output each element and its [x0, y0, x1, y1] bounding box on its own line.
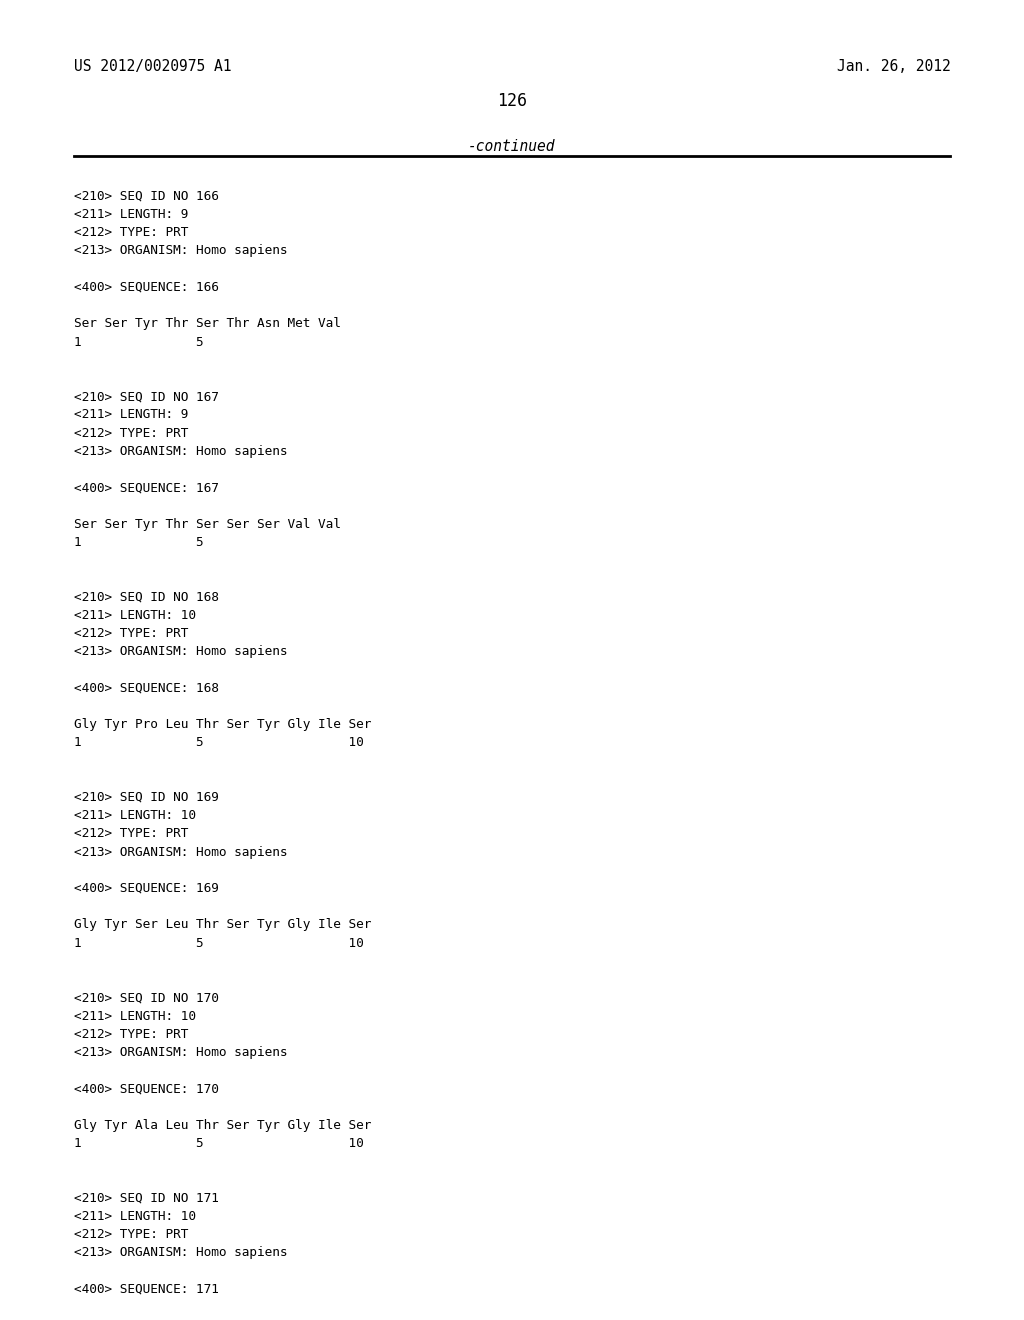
- Text: <213> ORGANISM: Homo sapiens: <213> ORGANISM: Homo sapiens: [74, 445, 287, 458]
- Text: <400> SEQUENCE: 167: <400> SEQUENCE: 167: [74, 482, 218, 494]
- Text: 1               5: 1 5: [74, 536, 204, 549]
- Text: <211> LENGTH: 10: <211> LENGTH: 10: [74, 1010, 196, 1023]
- Text: <210> SEQ ID NO 166: <210> SEQ ID NO 166: [74, 190, 218, 203]
- Text: <211> LENGTH: 9: <211> LENGTH: 9: [74, 408, 188, 421]
- Text: 1               5                   10: 1 5 10: [74, 737, 364, 750]
- Text: <400> SEQUENCE: 168: <400> SEQUENCE: 168: [74, 681, 218, 694]
- Text: 1               5                   10: 1 5 10: [74, 1137, 364, 1150]
- Text: 1               5: 1 5: [74, 335, 204, 348]
- Text: <212> TYPE: PRT: <212> TYPE: PRT: [74, 226, 188, 239]
- Text: <212> TYPE: PRT: <212> TYPE: PRT: [74, 1028, 188, 1040]
- Text: <211> LENGTH: 10: <211> LENGTH: 10: [74, 609, 196, 622]
- Text: <211> LENGTH: 10: <211> LENGTH: 10: [74, 1210, 196, 1222]
- Text: -continued: -continued: [468, 139, 556, 153]
- Text: <213> ORGANISM: Homo sapiens: <213> ORGANISM: Homo sapiens: [74, 1045, 287, 1059]
- Text: <400> SEQUENCE: 169: <400> SEQUENCE: 169: [74, 882, 218, 895]
- Text: <211> LENGTH: 9: <211> LENGTH: 9: [74, 209, 188, 220]
- Text: <212> TYPE: PRT: <212> TYPE: PRT: [74, 1228, 188, 1241]
- Text: <210> SEQ ID NO 169: <210> SEQ ID NO 169: [74, 791, 218, 804]
- Text: 1               5                   10: 1 5 10: [74, 937, 364, 949]
- Text: <212> TYPE: PRT: <212> TYPE: PRT: [74, 426, 188, 440]
- Text: Ser Ser Tyr Thr Ser Ser Ser Val Val: Ser Ser Tyr Thr Ser Ser Ser Val Val: [74, 517, 341, 531]
- Text: Gly Tyr Ala Leu Thr Ser Tyr Gly Ile Ser: Gly Tyr Ala Leu Thr Ser Tyr Gly Ile Ser: [74, 1119, 371, 1131]
- Text: 126: 126: [497, 92, 527, 111]
- Text: <213> ORGANISM: Homo sapiens: <213> ORGANISM: Homo sapiens: [74, 645, 287, 659]
- Text: Gly Tyr Pro Leu Thr Ser Tyr Gly Ile Ser: Gly Tyr Pro Leu Thr Ser Tyr Gly Ile Ser: [74, 718, 371, 731]
- Text: <212> TYPE: PRT: <212> TYPE: PRT: [74, 828, 188, 841]
- Text: <213> ORGANISM: Homo sapiens: <213> ORGANISM: Homo sapiens: [74, 1246, 287, 1259]
- Text: US 2012/0020975 A1: US 2012/0020975 A1: [74, 59, 231, 74]
- Text: <400> SEQUENCE: 171: <400> SEQUENCE: 171: [74, 1283, 218, 1296]
- Text: <210> SEQ ID NO 168: <210> SEQ ID NO 168: [74, 590, 218, 603]
- Text: Jan. 26, 2012: Jan. 26, 2012: [837, 59, 950, 74]
- Text: Ser Ser Tyr Thr Ser Thr Asn Met Val: Ser Ser Tyr Thr Ser Thr Asn Met Val: [74, 317, 341, 330]
- Text: <400> SEQUENCE: 170: <400> SEQUENCE: 170: [74, 1082, 218, 1096]
- Text: <213> ORGANISM: Homo sapiens: <213> ORGANISM: Homo sapiens: [74, 846, 287, 858]
- Text: <400> SEQUENCE: 166: <400> SEQUENCE: 166: [74, 281, 218, 294]
- Text: <210> SEQ ID NO 171: <210> SEQ ID NO 171: [74, 1192, 218, 1205]
- Text: <212> TYPE: PRT: <212> TYPE: PRT: [74, 627, 188, 640]
- Text: <210> SEQ ID NO 167: <210> SEQ ID NO 167: [74, 391, 218, 403]
- Text: <210> SEQ ID NO 170: <210> SEQ ID NO 170: [74, 991, 218, 1005]
- Text: Gly Tyr Ser Leu Thr Ser Tyr Gly Ile Ser: Gly Tyr Ser Leu Thr Ser Tyr Gly Ile Ser: [74, 919, 371, 932]
- Text: <211> LENGTH: 10: <211> LENGTH: 10: [74, 809, 196, 822]
- Text: <213> ORGANISM: Homo sapiens: <213> ORGANISM: Homo sapiens: [74, 244, 287, 257]
